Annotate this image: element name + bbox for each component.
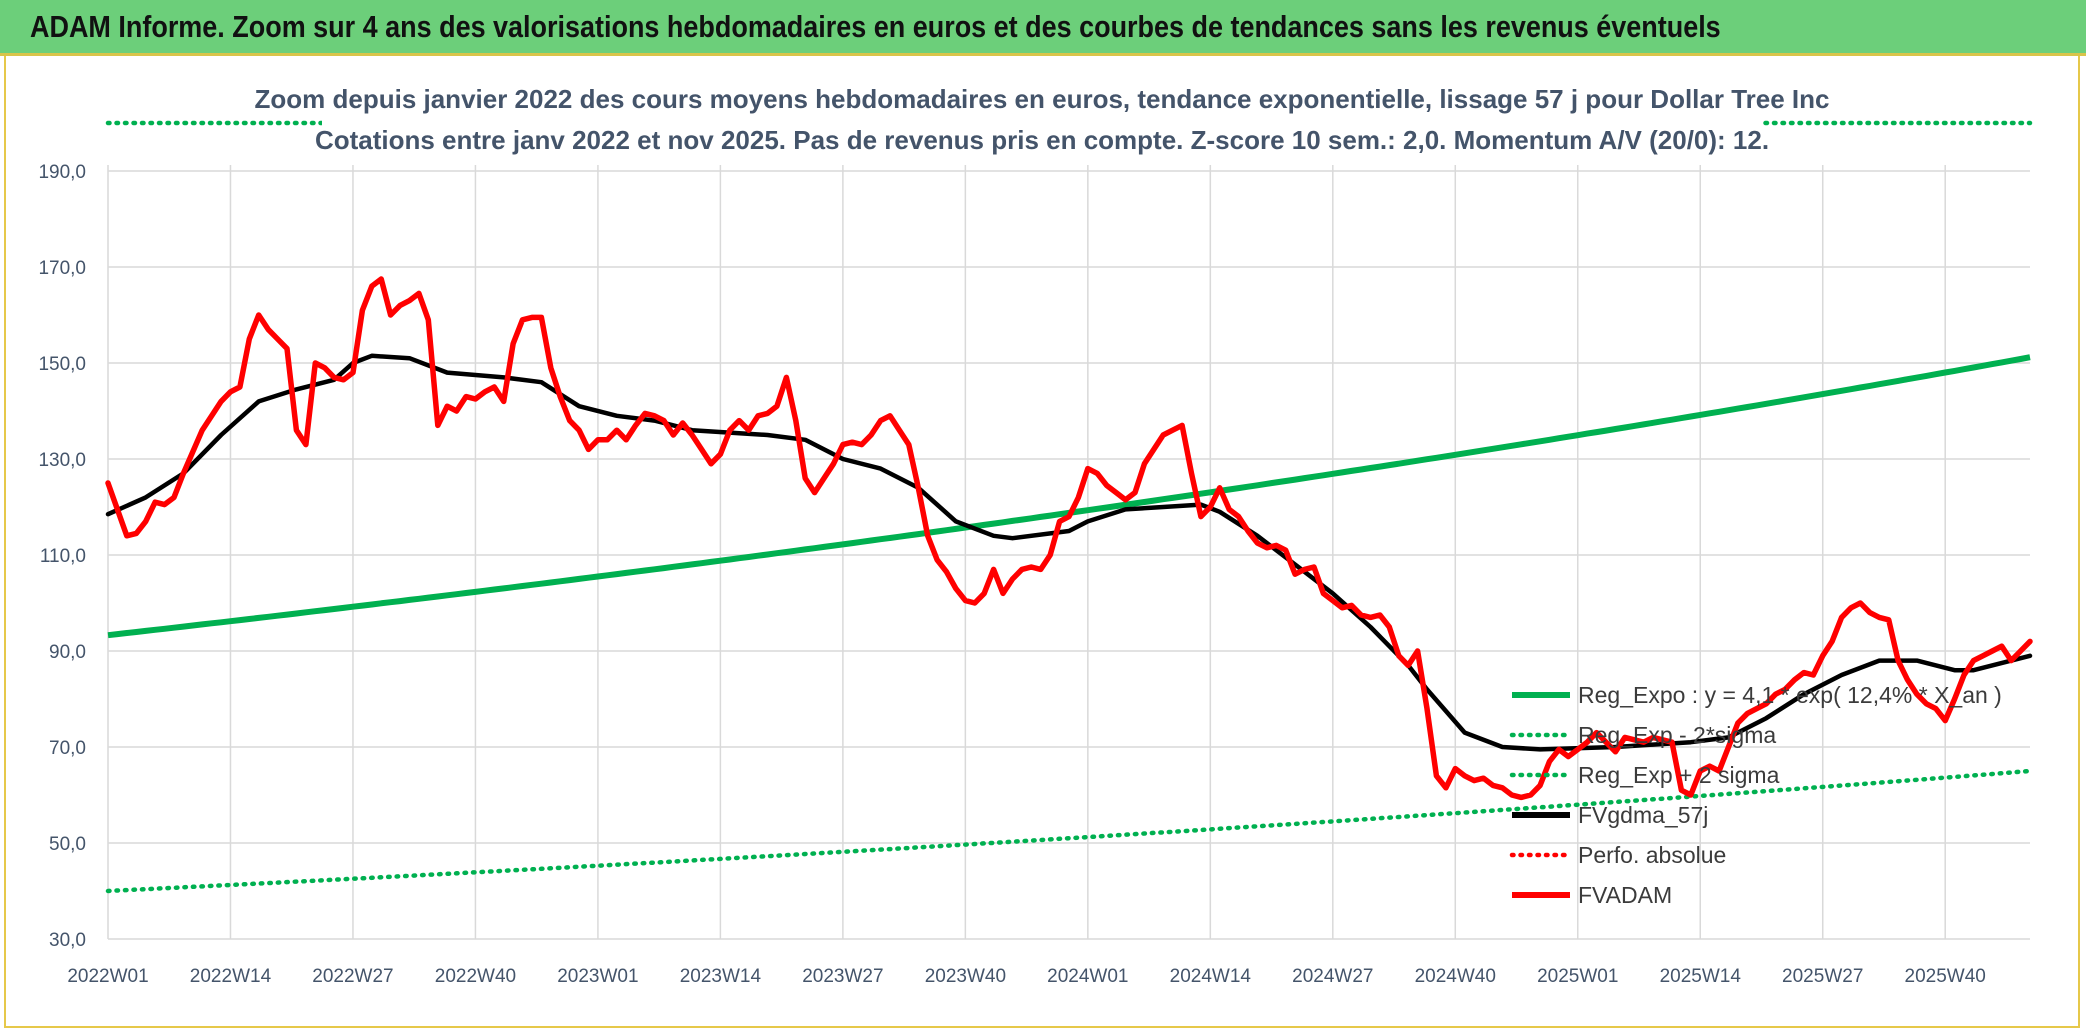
lower-band-line [105, 768, 2033, 894]
legend-label: Perfo. absolue [1578, 842, 1726, 868]
y-axis: 30,0 50,0 70,0 90,0 110,0 130,0 150,0 170,0 190,… [38, 162, 86, 951]
y-tick-label: 90,0 [49, 642, 86, 663]
report-banner: ADAM Informe. Zoom sur 4 ans des valoris… [0, 0, 2086, 56]
x-tick-label: 2025W40 [1905, 966, 1986, 987]
x-tick-label: 2022W14 [190, 966, 272, 987]
x-tick-label: 2024W40 [1415, 966, 1496, 987]
y-tick-label: 150,0 [38, 354, 86, 375]
title-backdrop [322, 73, 1762, 161]
x-tick-label: 2024W14 [1170, 966, 1252, 987]
chart-title: Zoom depuis janvier 2022 des cours moyen… [255, 84, 1830, 114]
x-axis: 2022W01 2022W14 2022W27 2022W40 2023W01 2023W… [67, 966, 1986, 987]
chart-border [4, 56, 2080, 1028]
x-tick-label: 2023W40 [925, 966, 1006, 987]
y-tick-label: 110,0 [40, 546, 86, 567]
x-tick-label: 2025W27 [1782, 966, 1863, 987]
report-title: ADAM Informe. Zoom sur 4 ans des valoris… [30, 9, 1721, 44]
legend: Reg_Expo : y = 4,1 * exp( 12,4% * X_an )… [1509, 682, 2002, 908]
x-tick-label: 2025W14 [1660, 966, 1742, 987]
moving-average-line [105, 353, 2033, 752]
legend-label: FVgdma_57j [1578, 802, 1708, 828]
x-tick-label: 2024W27 [1292, 966, 1373, 987]
grid [107, 165, 2030, 940]
chart-subtitle: Cotations entre janv 2022 et nov 2025. P… [315, 125, 1769, 155]
y-tick-label: 70,0 [49, 738, 86, 759]
x-tick-label: 2022W40 [435, 966, 516, 987]
x-tick-label: 2025W01 [1537, 966, 1618, 987]
legend-label: FVADAM [1578, 882, 1672, 908]
x-tick-label: 2022W01 [67, 966, 148, 987]
y-tick-label: 130,0 [38, 450, 86, 471]
legend-label: Reg_Exp - 2*sigma [1578, 722, 1776, 748]
y-tick-label: 170,0 [38, 258, 86, 279]
x-tick-label: 2024W01 [1047, 966, 1128, 987]
legend-label: Reg_Exp + 2 sigma [1578, 762, 1780, 788]
x-tick-label: 2023W14 [680, 966, 762, 987]
y-tick-label: 190,0 [38, 162, 86, 183]
y-tick-label: 50,0 [49, 834, 86, 855]
regression-line [107, 354, 2031, 639]
x-tick-label: 2022W27 [312, 966, 393, 987]
price-line [105, 276, 2033, 801]
y-tick-label: 30,0 [49, 930, 86, 951]
legend-label: Reg_Expo : y = 4,1 * exp( 12,4% * X_an ) [1578, 682, 2002, 708]
x-tick-label: 2023W01 [557, 966, 638, 987]
x-tick-label: 2023W27 [802, 966, 883, 987]
